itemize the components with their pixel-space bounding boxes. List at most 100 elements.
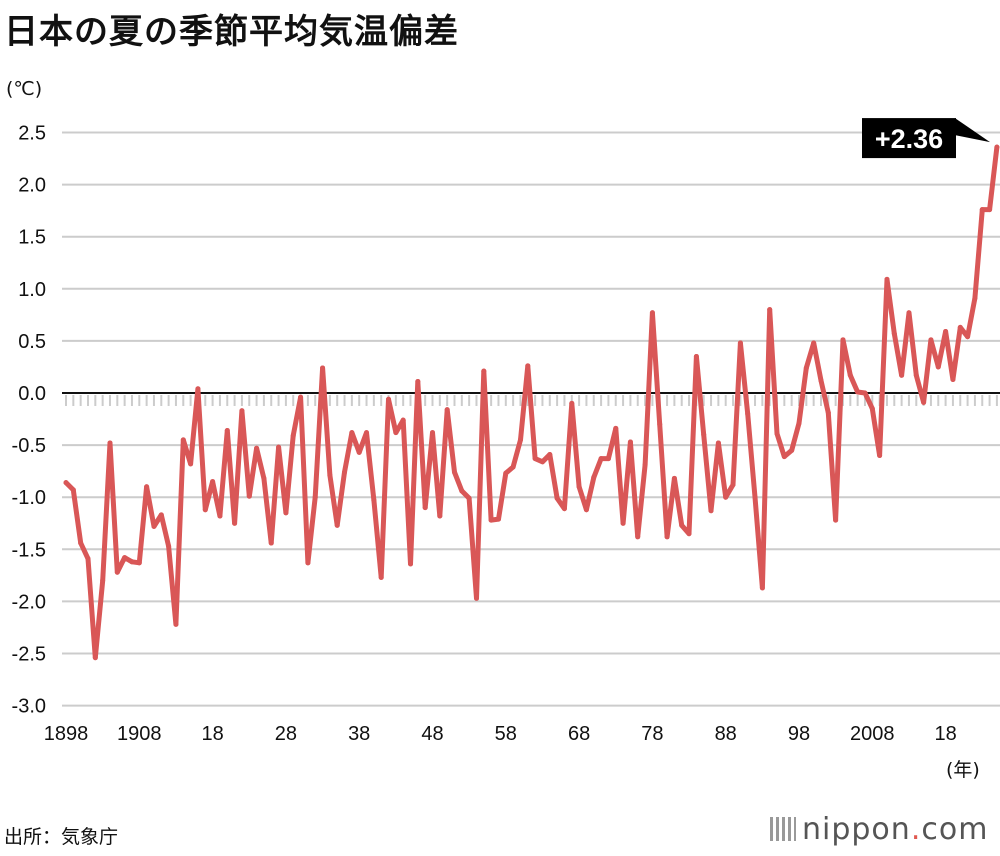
data-point (598, 456, 604, 462)
data-point (327, 472, 333, 478)
x-tick-label: 98 (788, 723, 810, 745)
data-point (708, 508, 714, 514)
temperature-anomaly-line (63, 144, 1000, 661)
data-point (298, 394, 304, 400)
data-point (737, 340, 743, 346)
data-point (224, 428, 230, 434)
data-point (869, 406, 875, 412)
data-point (642, 462, 648, 468)
data-point (715, 440, 721, 446)
data-point (254, 445, 260, 451)
data-point (349, 430, 355, 436)
data-point (554, 495, 560, 501)
data-point (78, 540, 84, 546)
data-point (144, 484, 150, 490)
data-point (649, 310, 655, 316)
y-tick-label: -2.0 (12, 591, 46, 613)
chart-title: 日本の夏の季節平均気温偏差 (4, 12, 459, 52)
data-point (495, 516, 501, 522)
x-tick-label: 18 (201, 723, 223, 745)
logo-bars-icon (770, 817, 796, 841)
data-point (451, 469, 457, 475)
data-point (840, 337, 846, 343)
data-point (180, 437, 186, 443)
data-point (679, 522, 685, 528)
data-point (979, 207, 985, 213)
data-point (151, 523, 157, 529)
data-point (378, 574, 384, 580)
data-point (290, 433, 296, 439)
data-point (899, 372, 905, 378)
y-tick-label: 1.0 (18, 279, 46, 301)
data-point (92, 655, 98, 661)
data-point (320, 365, 326, 371)
data-point (767, 307, 773, 313)
data-point (510, 464, 516, 470)
data-point (906, 310, 912, 316)
data-point (664, 534, 670, 540)
data-point (825, 410, 831, 416)
data-point (818, 377, 824, 383)
y-tick-label: -2.5 (12, 644, 46, 666)
data-point (561, 506, 567, 512)
y-tick-label: -0.5 (12, 435, 46, 457)
data-point (532, 456, 538, 462)
data-point (657, 421, 663, 427)
y-axis-unit: (℃) (6, 78, 43, 100)
data-point (129, 559, 135, 565)
data-point (935, 364, 941, 370)
data-point (188, 461, 194, 467)
data-point (635, 534, 641, 540)
data-point (759, 585, 765, 591)
data-point (268, 540, 274, 546)
x-tick-label: 48 (421, 723, 443, 745)
y-tick-label: -3.0 (12, 696, 46, 718)
data-point (202, 507, 208, 513)
annotation-pointer (955, 118, 990, 143)
data-point (569, 400, 575, 406)
data-point (63, 480, 69, 486)
data-point (950, 376, 956, 382)
data-point (591, 474, 597, 480)
data-point (789, 447, 795, 453)
data-point (965, 334, 971, 340)
data-point (803, 365, 809, 371)
x-tick-label: 68 (568, 723, 590, 745)
data-point (686, 531, 692, 537)
data-point (70, 487, 76, 493)
data-point (994, 144, 1000, 150)
y-tick-label: -1.0 (12, 487, 46, 509)
data-point (415, 379, 421, 385)
data-point (583, 507, 589, 513)
data-point (158, 512, 164, 518)
data-point (100, 578, 106, 584)
data-point (239, 408, 245, 414)
data-point (547, 451, 553, 457)
data-point (481, 368, 487, 374)
data-point (811, 340, 817, 346)
y-tick-label: 2.5 (18, 123, 46, 145)
data-point (466, 495, 472, 501)
x-tick-label: 2008 (850, 723, 895, 745)
data-point (334, 522, 340, 528)
data-point (627, 439, 633, 445)
data-point (444, 407, 450, 413)
annotation-label: +2.36 (875, 124, 943, 154)
x-tick-label: 1898 (44, 723, 89, 745)
y-tick-label: -1.5 (12, 539, 46, 561)
data-point (283, 510, 289, 516)
x-tick-label: 18 (934, 723, 956, 745)
x-tick-label: 78 (641, 723, 663, 745)
data-point (833, 517, 839, 523)
data-point (730, 482, 736, 488)
annotation-box (862, 118, 956, 159)
data-point (620, 520, 626, 526)
x-tick-label: 88 (715, 723, 737, 745)
y-tick-label: 1.5 (18, 227, 46, 249)
data-point (342, 469, 348, 475)
data-point (613, 425, 619, 431)
data-point (693, 354, 699, 360)
data-point (781, 454, 787, 460)
data-point (987, 207, 993, 213)
